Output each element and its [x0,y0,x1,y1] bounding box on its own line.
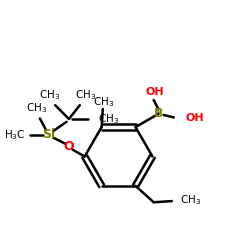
Text: CH$_3$: CH$_3$ [94,95,115,109]
Text: OH: OH [146,87,164,97]
Text: CH$_3$: CH$_3$ [180,193,201,207]
Text: CH$_3$: CH$_3$ [75,88,96,102]
Text: B: B [154,107,163,120]
Text: Si: Si [42,128,55,141]
Text: CH$_3$: CH$_3$ [39,88,60,102]
Text: OH: OH [185,113,204,123]
Text: H$_3$C: H$_3$C [4,128,25,141]
Text: O: O [64,140,74,153]
Text: CH$_3$: CH$_3$ [26,101,47,115]
Text: CH$_3$: CH$_3$ [98,112,119,126]
